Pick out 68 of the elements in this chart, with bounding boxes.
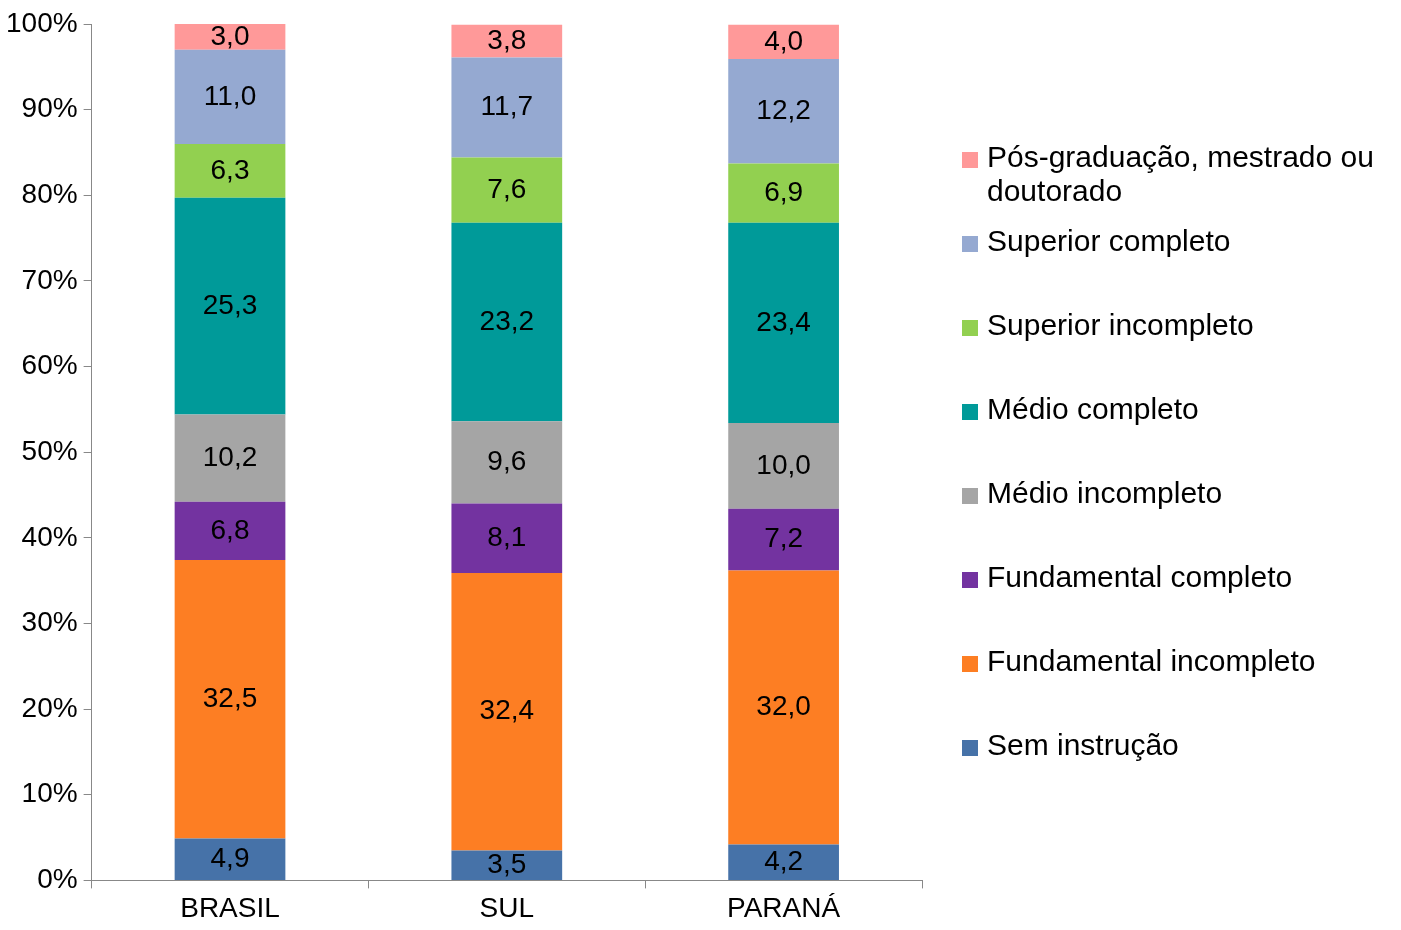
y-tick-label: 80%: [21, 178, 78, 209]
data-label: 7,2: [764, 522, 804, 554]
bar: [728, 844, 839, 880]
bar: [728, 423, 839, 509]
data-label: 11,0: [203, 79, 257, 111]
y-tick-label: 30%: [21, 606, 78, 638]
y-tick-label: 100%: [5, 6, 78, 38]
data-label: 6,3: [210, 153, 250, 185]
data-label: 10,2: [202, 440, 258, 472]
legend-label: Médio incompleto: [987, 476, 1224, 510]
y-tick-label: 50%: [21, 434, 78, 466]
data-label: 11,7: [480, 90, 534, 122]
data-label: 32,5: [202, 681, 258, 713]
data-label: 23,2: [479, 304, 535, 336]
bar: [728, 163, 839, 223]
bar: [174, 414, 286, 502]
legend-label: Fundamental incompleto: [987, 644, 1317, 678]
data-label: 6,8: [210, 513, 250, 545]
legend-label: Médio completo: [987, 392, 1200, 426]
bar: [451, 57, 563, 158]
data-label: 32,0: [756, 690, 811, 722]
bar: [451, 850, 563, 880]
bar: [174, 197, 286, 415]
y-tick-label: 70%: [21, 263, 78, 295]
data-label: 3,0: [210, 19, 250, 51]
bar: [451, 503, 563, 573]
data-label: 8,1: [487, 520, 527, 552]
bar: [451, 222, 563, 422]
data-label: 6,9: [764, 175, 804, 207]
data-label: 3,5: [487, 847, 527, 879]
data-label: 25,3: [202, 288, 258, 320]
x-tick-label: PARANÁ: [727, 891, 841, 923]
y-tick-label: 0%: [37, 863, 78, 895]
x-tick-label: SUL: [479, 891, 535, 923]
bar: [451, 157, 563, 223]
data-label: 9,6: [487, 445, 527, 477]
bar: [728, 570, 839, 845]
data-label: 4,2: [764, 844, 804, 876]
bar: [174, 49, 286, 144]
bar: [728, 222, 839, 424]
bar: [174, 143, 286, 198]
legend-label: Fundamental completo: [987, 560, 1294, 594]
bar: [451, 572, 563, 851]
bar: [451, 421, 563, 504]
data-label: 10,0: [756, 448, 811, 480]
bar: [174, 838, 286, 880]
bar: [728, 508, 839, 571]
legend-label: Superior incompleto: [987, 308, 1255, 342]
y-tick-label: 20%: [21, 691, 78, 723]
bar: [728, 59, 839, 164]
data-label: 32,4: [479, 694, 535, 726]
bar: [728, 24, 839, 60]
y-tick-label: 60%: [21, 349, 78, 381]
bar: [174, 501, 286, 561]
y-tick-label: 90%: [21, 92, 78, 124]
legend-label: Pós-graduação, mestrado ou doutorado: [987, 140, 1375, 208]
data-label: 12,2: [756, 94, 811, 126]
data-label: 3,8: [487, 23, 527, 55]
y-tick-label: 10%: [21, 777, 78, 809]
legend-label: Sem instrução: [987, 728, 1180, 762]
data-label: 4,9: [210, 841, 250, 873]
y-tick-label: 40%: [21, 520, 78, 552]
bar: [174, 560, 286, 839]
x-tick-label: BRASIL: [180, 891, 280, 923]
data-label: 23,4: [756, 305, 811, 337]
data-label: 4,0: [764, 24, 804, 56]
legend-label: Superior completo: [987, 224, 1232, 258]
data-label: 7,6: [487, 172, 527, 204]
